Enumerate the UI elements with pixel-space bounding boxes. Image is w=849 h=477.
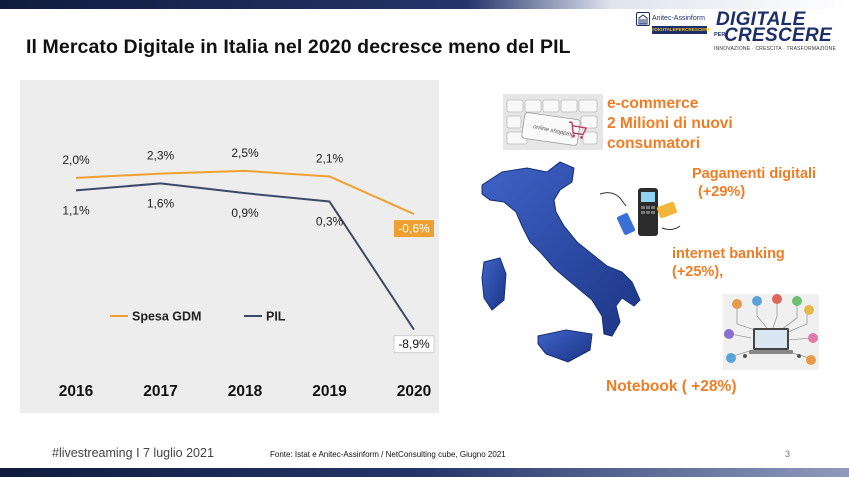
data-label-box-pil-4 xyxy=(393,335,435,354)
chart-panel: 2,0% 2,3% 2,5% 2,1% -0,6% 1,1% 1,6% 0,9% 0,3% -8,… xyxy=(20,80,439,413)
footer-source: Fonte: Istat e Anitec-Assinform / NetCon… xyxy=(270,450,506,459)
italy-map-panel xyxy=(442,150,682,386)
callout-internet-banking: internet banking (+25%), xyxy=(672,245,785,281)
x-tick-label-2016: 2016 xyxy=(59,383,94,400)
data-label-pil-1: 1,6% xyxy=(147,196,175,210)
anitec-tagline: #DIGITALEPERCRESCERE xyxy=(652,26,711,34)
series-line-spesa-gdm xyxy=(75,169,415,215)
callout-payments: Pagamenti digitali (+29%) xyxy=(692,165,816,201)
logo-word-digitale: DIGITALE xyxy=(716,9,806,30)
x-tick-label-2018: 2018 xyxy=(228,383,263,400)
data-label-spesa-gdm-0: 2,0% xyxy=(62,153,90,167)
data-label-pil-4: -8,9% xyxy=(398,337,430,351)
logo-tagline: INNOVAZIONE · CRESCITA · TRASFORMAZIONE xyxy=(714,46,836,52)
callout-banking-line-2: (+25%), xyxy=(672,264,724,280)
anitec-name: Anitec-Assinform xyxy=(652,15,705,22)
x-tick-label-2020: 2020 xyxy=(397,383,431,400)
callout-payments-line-2: (+29%) xyxy=(698,184,746,200)
logo-word-crescere: CRESCERE xyxy=(724,25,832,46)
data-label-pil-0: 1,1% xyxy=(62,203,90,217)
italy-map-icon xyxy=(481,161,641,363)
data-label-spesa-gdm-1: 2,3% xyxy=(147,149,175,163)
callout-ecommerce-line-3: consumatori xyxy=(607,135,701,152)
slide-title: Il Mercato Digitale in Italia nel 2020 d… xyxy=(26,36,571,58)
logo-word-per: PER xyxy=(714,32,726,38)
x-tick-label-2017: 2017 xyxy=(143,383,177,400)
data-label-box-spesa-gdm-4 xyxy=(394,220,434,238)
legend-label-spesa-gdm: Spesa GDM xyxy=(132,310,201,324)
bottom-decor-band xyxy=(0,468,849,477)
digitale-per-crescere-logo: DIGITALE PER CRESCERE INNOVAZIONE · CRES… xyxy=(712,9,842,55)
data-label-spesa-gdm-2: 2,5% xyxy=(231,146,259,160)
data-label-pil-2: 0,9% xyxy=(231,206,259,220)
x-tick-label-2019: 2019 xyxy=(312,383,347,400)
top-decor-band xyxy=(0,0,849,9)
callout-ecommerce: e-commerce 2 Milioni di nuovi consumator… xyxy=(607,94,733,154)
anitec-logo: Anitec-Assinform #DIGITALEPERCRESCERE xyxy=(636,12,711,42)
data-label-spesa-gdm-3: 2,1% xyxy=(316,151,344,165)
legend-label-pil: PIL xyxy=(266,310,286,324)
callout-banking-line-1: internet banking xyxy=(672,246,785,262)
footer-hashtag-date: #livestreaming I 7 luglio 2021 xyxy=(52,446,214,460)
internet-banking-network-image xyxy=(723,294,819,370)
anitec-emblem-icon xyxy=(636,12,650,26)
digital-payment-image xyxy=(592,180,684,246)
data-label-spesa-gdm-4: -0,6% xyxy=(398,222,430,236)
series-line-pil xyxy=(75,182,415,331)
callout-notebook: Notebook ( +28%) xyxy=(606,378,737,395)
callout-ecommerce-line-1: e-commerce xyxy=(607,95,699,112)
callout-payments-line-1: Pagamenti digitali xyxy=(692,166,817,182)
data-label-pil-3: 0,3% xyxy=(316,215,344,229)
line-chart: 2,0% 2,3% 2,5% 2,1% -0,6% 1,1% 1,6% 0,9% 0,3% -8,… xyxy=(59,146,435,400)
callout-ecommerce-line-2: 2 Milioni di nuovi xyxy=(607,115,733,132)
page-number: 3 xyxy=(785,449,791,459)
